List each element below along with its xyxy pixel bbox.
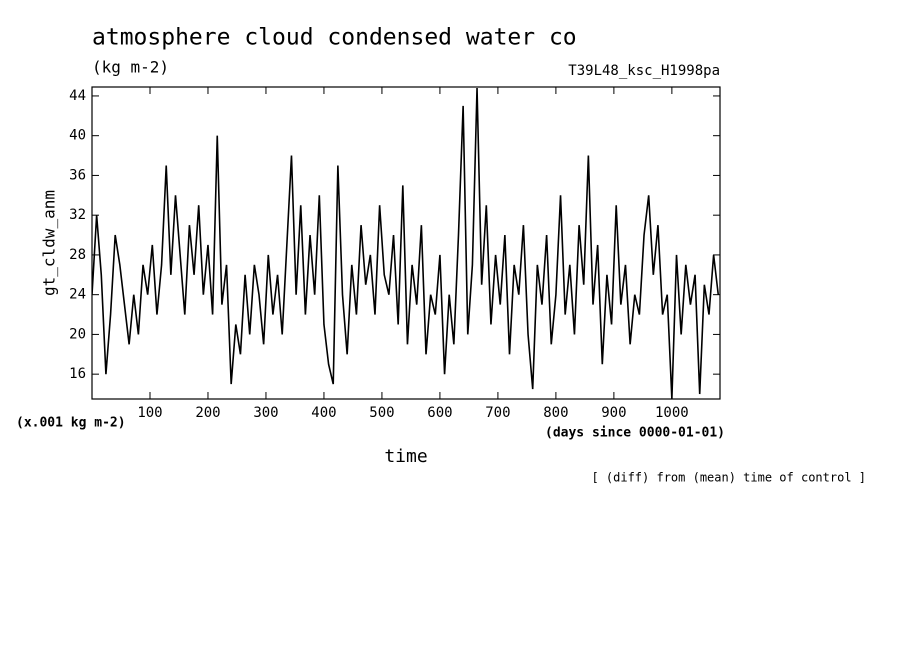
x-tick-label: 600 bbox=[427, 405, 452, 421]
x-tick-label: 700 bbox=[485, 405, 510, 421]
y-tick-label: 24 bbox=[69, 287, 86, 303]
x-tick-label: 200 bbox=[195, 405, 220, 421]
x-tick-label: 400 bbox=[311, 405, 336, 421]
run-label: T39L48_ksc_H1998pa bbox=[568, 63, 720, 79]
y-tick-label: 36 bbox=[69, 167, 86, 183]
x-unit-label: (days since 0000-01-01) bbox=[545, 426, 725, 441]
y-tick-label: 40 bbox=[69, 128, 86, 144]
x-tick-label: 100 bbox=[137, 405, 162, 421]
y-tick-label: 32 bbox=[69, 207, 86, 223]
y-tick-label: 44 bbox=[69, 88, 86, 104]
x-tick-label: 500 bbox=[369, 405, 394, 421]
x-axis-label: time bbox=[384, 446, 427, 467]
y-tick-label: 16 bbox=[69, 366, 86, 382]
data-line bbox=[92, 87, 720, 399]
y-axis-label: gt_cldw_anm bbox=[40, 190, 59, 296]
plot-frame bbox=[91, 86, 721, 400]
x-tick-label: 1000 bbox=[655, 405, 689, 421]
x-tick-label: 800 bbox=[543, 405, 568, 421]
y-unit-label: (x.001 kg m-2) bbox=[16, 416, 126, 431]
x-tick-label: 900 bbox=[601, 405, 626, 421]
chart-title: atmosphere cloud condensed water co bbox=[92, 25, 577, 51]
note: [ (diff) from (mean) time of control ] bbox=[591, 471, 866, 485]
y-tick-label: 20 bbox=[69, 326, 86, 342]
y-tick-label: 28 bbox=[69, 247, 86, 263]
subtitle: (kg m-2) bbox=[92, 58, 169, 77]
x-tick-label: 300 bbox=[253, 405, 278, 421]
